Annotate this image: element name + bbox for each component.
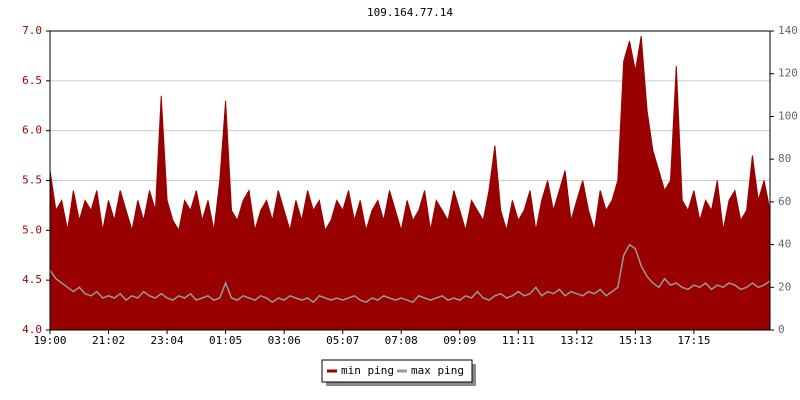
y-tick-label: 7.0 bbox=[22, 24, 42, 37]
y-tick-label: 6.5 bbox=[22, 74, 42, 87]
x-tick-label: 05:07 bbox=[326, 334, 359, 347]
y2-tick-label: 0 bbox=[778, 323, 785, 336]
y-tick-label: 4.0 bbox=[22, 323, 42, 336]
x-tick-label: 13:12 bbox=[560, 334, 593, 347]
y2-tick-label: 140 bbox=[778, 24, 798, 37]
x-tick-label: 03:06 bbox=[268, 334, 301, 347]
x-tick-label: 15:13 bbox=[619, 334, 652, 347]
x-tick-label: 07:08 bbox=[385, 334, 418, 347]
y2-tick-label: 100 bbox=[778, 109, 798, 122]
x-tick-label: 01:05 bbox=[209, 334, 242, 347]
area bbox=[49, 35, 771, 331]
chart-title: 109.164.77.14 bbox=[367, 6, 453, 19]
x-tick-label: 17:15 bbox=[677, 334, 710, 347]
legend: min ping max ping bbox=[321, 359, 476, 386]
x-tick-label: 21:02 bbox=[92, 334, 125, 347]
plot-frame bbox=[49, 30, 771, 331]
y2-tick-label: 60 bbox=[778, 195, 791, 208]
x-tick-label: 23:04 bbox=[151, 334, 184, 347]
y2-tick-label: 20 bbox=[778, 280, 791, 293]
legend-label: min ping bbox=[341, 364, 394, 377]
y-tick-label: 4.5 bbox=[22, 273, 42, 286]
y-tick-label: 6.0 bbox=[22, 124, 42, 137]
x-tick-label: 19:00 bbox=[33, 334, 66, 347]
y2-tick-label: 80 bbox=[778, 152, 791, 165]
y-tick-label: 5.0 bbox=[22, 223, 42, 236]
y2-tick-label: 40 bbox=[778, 238, 791, 251]
y-tick-label: 5.5 bbox=[22, 174, 42, 187]
x-tick-label: 09:09 bbox=[443, 334, 476, 347]
y2-tick-label: 120 bbox=[778, 67, 798, 80]
legend-label: max ping bbox=[411, 364, 464, 377]
x-tick-label: 11:11 bbox=[502, 334, 535, 347]
line bbox=[49, 243, 771, 304]
